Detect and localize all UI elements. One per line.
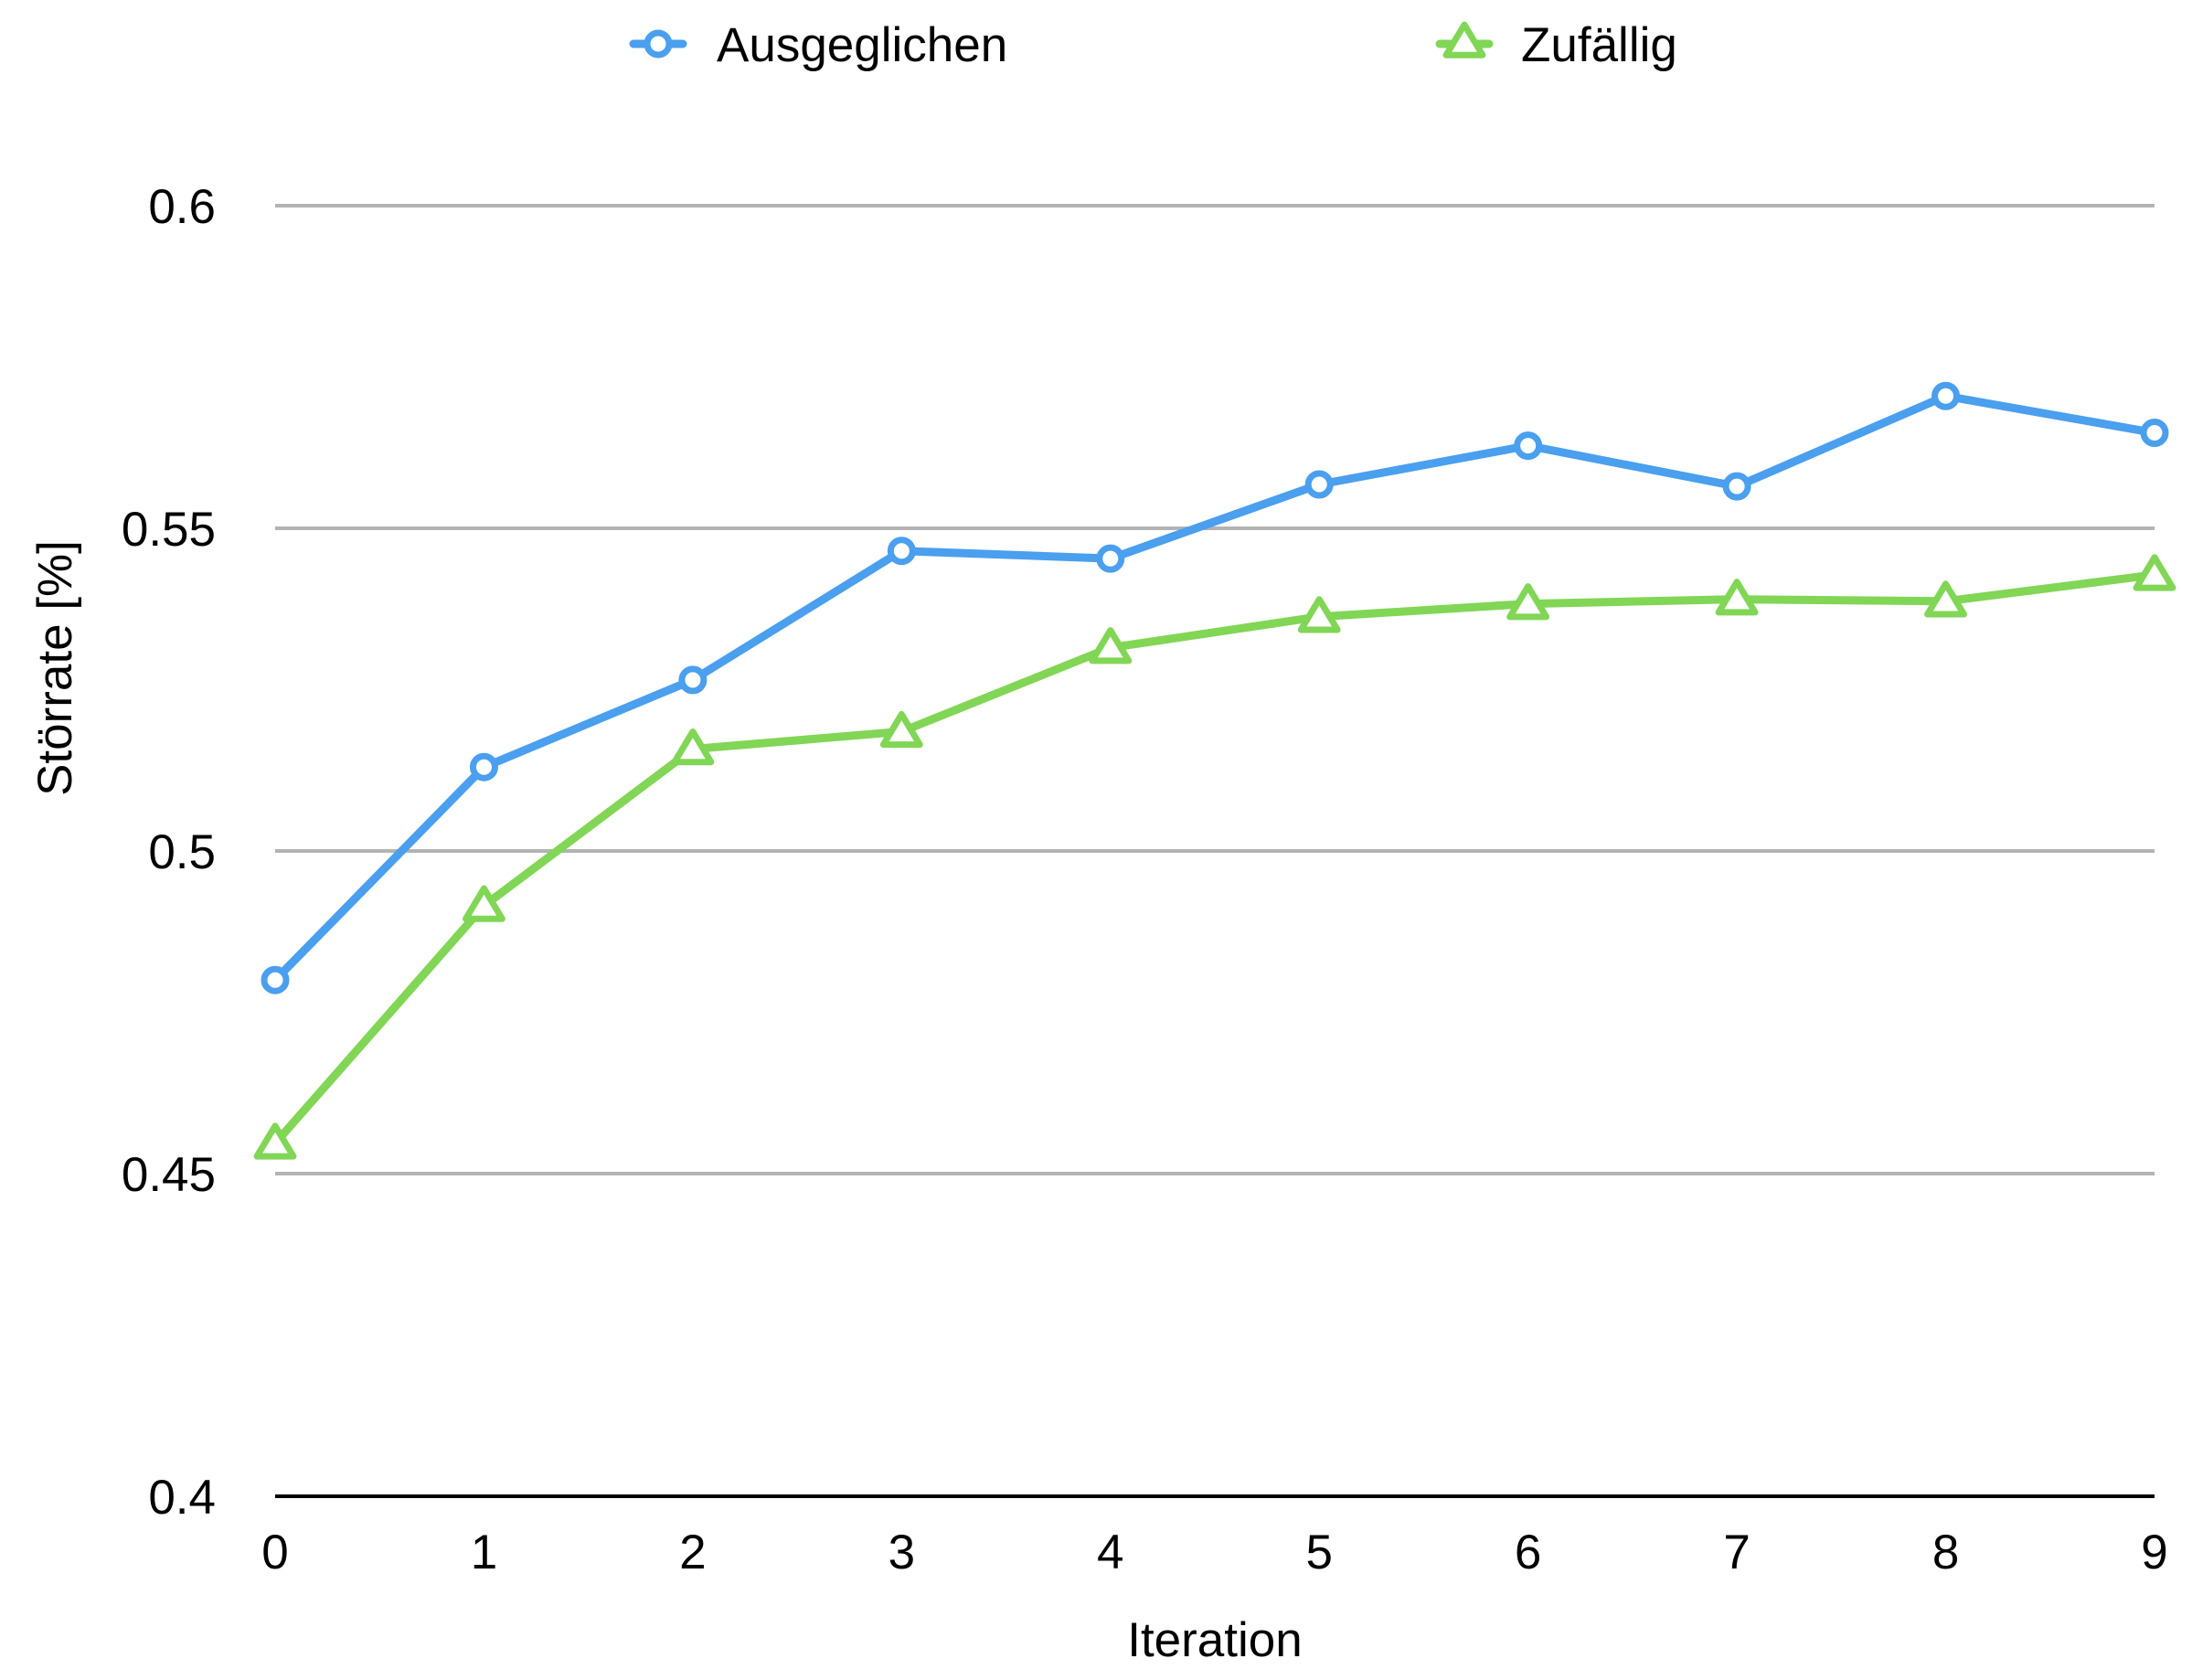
data-point — [1304, 470, 1334, 499]
series-zuf-llig — [253, 554, 2176, 1160]
y-tick-label: 0.5 — [148, 825, 216, 879]
data-point — [671, 728, 715, 766]
data-point — [1715, 579, 1759, 616]
x-tick-label: 8 — [1932, 1526, 1959, 1579]
x-tick-label: 4 — [1097, 1526, 1123, 1579]
data-point — [1506, 583, 1550, 621]
legend-item: Zufällig — [1435, 18, 1677, 72]
data-point — [1089, 627, 1133, 665]
legend-marker-icon — [644, 29, 673, 58]
y-tick-label: 0.4 — [148, 1471, 216, 1525]
data-point — [1931, 381, 1961, 410]
x-tick-label: 1 — [471, 1526, 497, 1579]
y-tick-label: 0.55 — [122, 503, 216, 557]
data-point — [469, 752, 498, 782]
series-line-ausgeglichen — [271, 391, 2159, 984]
series-line-zuf-llig — [271, 570, 2159, 1148]
legend-label: Zufällig — [1521, 18, 1677, 72]
x-axis-title: Iteration — [1127, 1613, 1303, 1667]
legend-marker-icon — [1442, 21, 1486, 58]
data-point — [879, 710, 923, 749]
data-point — [678, 665, 708, 695]
y-tick-label: 0.6 — [148, 180, 216, 234]
data-point — [1514, 431, 1543, 461]
legend-item: Ausgeglichen — [629, 18, 1007, 72]
series-lines — [253, 381, 2176, 1160]
data-point — [261, 965, 290, 994]
data-point — [2133, 554, 2176, 591]
data-point — [1924, 580, 1968, 618]
y-axis-ticks: 0.4 0.45 0.5 0.55 0.6 — [122, 180, 216, 1525]
x-axis-ticks: 0 1 2 3 4 5 6 7 8 9 — [261, 1526, 2167, 1579]
x-tick-label: 2 — [679, 1526, 706, 1579]
data-point — [1096, 544, 1125, 573]
x-tick-label: 9 — [2141, 1526, 2167, 1579]
legend-label: Ausgeglichen — [717, 18, 1007, 72]
data-point — [462, 885, 505, 922]
y-tick-label: 0.45 — [122, 1148, 216, 1202]
x-tick-label: 7 — [1723, 1526, 1750, 1579]
gridlines — [275, 204, 2155, 1175]
x-tick-label: 3 — [889, 1526, 915, 1579]
x-tick-label: 6 — [1515, 1526, 1541, 1579]
y-axis-title: Störrate [%] — [28, 540, 82, 796]
data-point — [1297, 596, 1341, 633]
data-point — [253, 1122, 297, 1160]
x-tick-label: 5 — [1305, 1526, 1332, 1579]
data-point — [887, 537, 916, 566]
legend: Ausgeglichen Zufällig — [629, 18, 1677, 72]
data-point — [1722, 472, 1751, 501]
x-tick-label: 0 — [261, 1526, 288, 1579]
series-ausgeglichen — [261, 381, 2169, 994]
data-point — [2140, 419, 2169, 448]
